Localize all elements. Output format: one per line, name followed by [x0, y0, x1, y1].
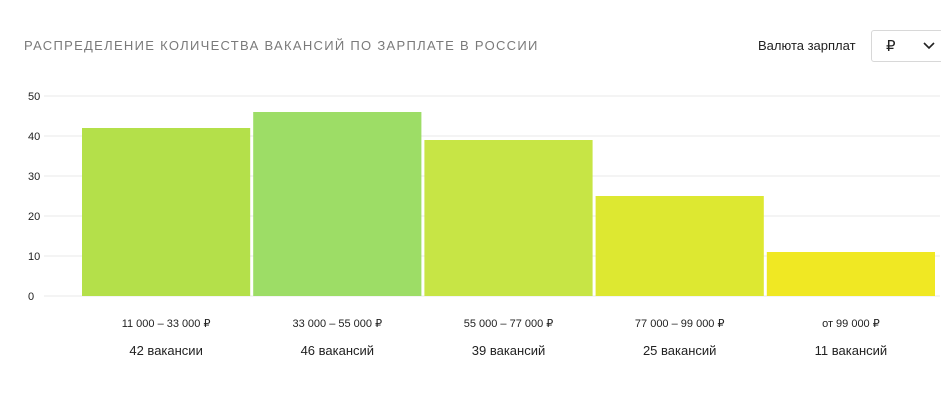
y-tick-label: 30 [28, 171, 40, 183]
x-category-label: 55 000 – 77 000 ₽ [464, 318, 554, 330]
bar [766, 252, 935, 296]
bar [595, 196, 764, 296]
bar-count-label: 25 вакансий [643, 343, 716, 358]
currency-select[interactable]: ₽ [871, 30, 941, 62]
y-tick-label: 40 [28, 131, 40, 143]
bar-count-label: 39 вакансий [472, 343, 545, 358]
y-tick-label: 20 [28, 211, 40, 223]
y-tick-label: 0 [28, 291, 34, 303]
currency-label: Валюта зарплат [758, 38, 856, 53]
x-category-label: от 99 000 ₽ [822, 318, 880, 330]
bar [424, 140, 593, 296]
currency-value: ₽ [886, 38, 896, 55]
bar [253, 112, 422, 296]
x-category-label: 11 000 – 33 000 ₽ [122, 318, 211, 330]
bar-count-label: 46 вакансий [301, 343, 374, 358]
bar-count-label: 11 вакансий [815, 343, 888, 358]
y-tick-label: 50 [28, 91, 40, 103]
chart-title: РАСПРЕДЕЛЕНИЕ КОЛИЧЕСТВА ВАКАНСИЙ ПО ЗАР… [24, 38, 539, 53]
y-tick-label: 10 [28, 251, 40, 263]
x-category-label: 77 000 – 99 000 ₽ [635, 318, 725, 330]
bar-count-label: 42 вакансии [129, 343, 202, 358]
x-category-label: 33 000 – 55 000 ₽ [293, 318, 383, 330]
bar [82, 128, 251, 296]
chevron-down-icon [923, 42, 935, 50]
